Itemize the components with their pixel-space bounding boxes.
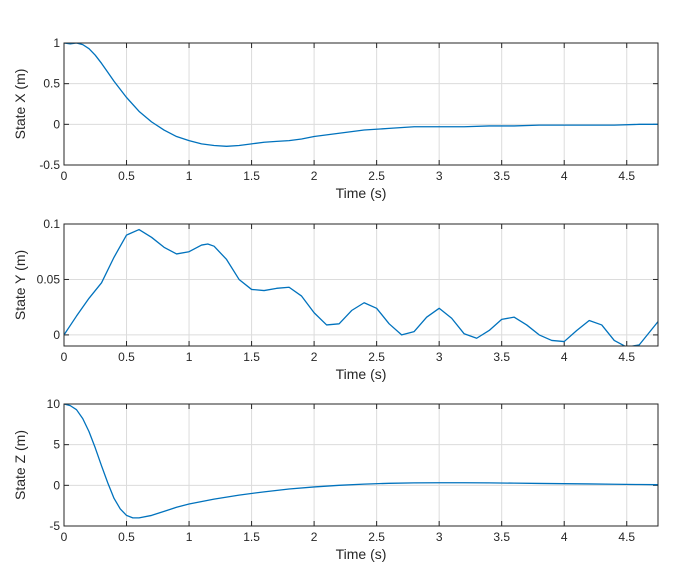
- x-tick-label: 0: [61, 169, 68, 183]
- y-tick-label: 0.05: [37, 272, 61, 286]
- plot-area: [64, 43, 658, 165]
- x-tick-label: 4: [561, 169, 568, 183]
- x-axis-label: Time (s): [336, 366, 387, 382]
- plot-area: [64, 224, 658, 346]
- y-tick-label: 1: [53, 36, 60, 50]
- y-axis-label: State X (m): [12, 69, 28, 140]
- x-axis-label: Time (s): [336, 546, 387, 562]
- x-tick-label: 3: [436, 169, 443, 183]
- x-tick-label: 3: [436, 530, 443, 544]
- x-axis-label: Time (s): [336, 185, 387, 201]
- x-tick-label: 0.5: [118, 169, 135, 183]
- x-tick-label: 0: [61, 530, 68, 544]
- x-tick-label: 2: [311, 350, 318, 364]
- x-tick-label: 2: [311, 530, 318, 544]
- subplot-2: 0 0.5 1 1.5 2 2.5 3 3.5 4 4.5 0 0.05 0.1 Time (s) Stat…: [12, 217, 659, 382]
- y-tick-label: -5: [49, 519, 60, 533]
- x-tick-label: 4: [561, 350, 568, 364]
- axes-box: [63, 42, 659, 166]
- x-tick-label: 2.5: [368, 350, 385, 364]
- y-tick-label: 5: [53, 438, 60, 452]
- x-tick-label: 1: [186, 169, 193, 183]
- x-tick-label: 4: [561, 530, 568, 544]
- x-tick-label: 1: [186, 350, 193, 364]
- y-axis-label: State Z (m): [12, 430, 28, 500]
- x-tick-label: 1: [186, 530, 193, 544]
- y-tick-label: -0.5: [39, 158, 60, 172]
- x-tick-label: 0: [61, 350, 68, 364]
- x-tick-label: 3.5: [493, 350, 510, 364]
- x-tick-label: 2: [311, 169, 318, 183]
- y-tick-label: 0: [53, 328, 60, 342]
- x-tick-label: 4.5: [618, 169, 635, 183]
- y-tick-label: 0: [53, 117, 60, 131]
- y-tick-label: 0: [53, 478, 60, 492]
- x-tick-label: 4.5: [618, 350, 635, 364]
- y-tick-label: 10: [47, 397, 61, 411]
- x-tick-label: 0.5: [118, 350, 135, 364]
- x-tick-label: 3.5: [493, 530, 510, 544]
- series-line-1: [64, 404, 658, 519]
- x-tick-label: 1.5: [243, 169, 260, 183]
- plot-area: [64, 404, 658, 526]
- y-axis-label: State Y (m): [12, 250, 28, 320]
- y-tick-label: 0.5: [43, 77, 60, 91]
- axes-box: [63, 223, 659, 347]
- series-line-1: [64, 43, 658, 147]
- y-tick-label: 0.1: [43, 217, 60, 231]
- x-tick-label: 3: [436, 350, 443, 364]
- x-tick-label: 2.5: [368, 530, 385, 544]
- x-tick-label: 0.5: [118, 530, 135, 544]
- x-tick-label: 1.5: [243, 350, 260, 364]
- axes-box: [63, 403, 659, 527]
- series-line-1: [64, 228, 658, 346]
- x-tick-label: 4.5: [618, 530, 635, 544]
- x-tick-label: 1.5: [243, 530, 260, 544]
- x-tick-label: 3.5: [493, 169, 510, 183]
- x-tick-label: 2.5: [368, 169, 385, 183]
